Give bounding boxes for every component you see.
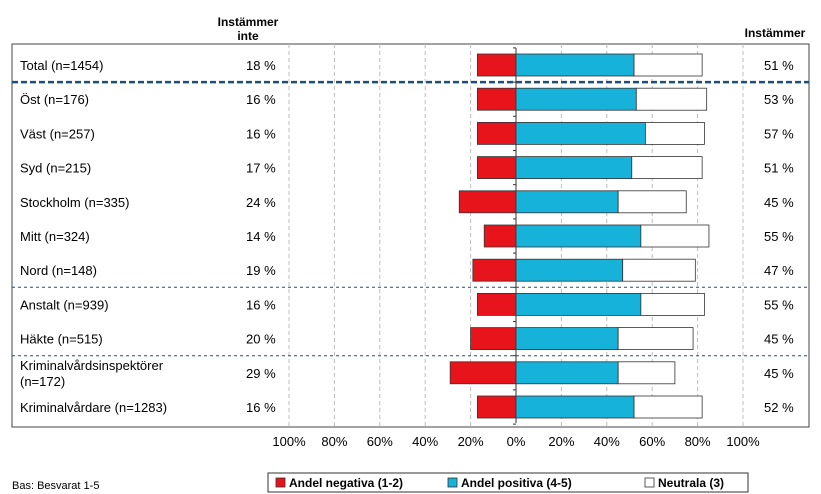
bar-neutral [631, 156, 703, 180]
bar-neutral [640, 292, 705, 316]
bar-negative [477, 87, 517, 111]
bar-neutral [617, 327, 694, 351]
category-label: Häkte (n=515) [20, 332, 103, 347]
bar-negative [477, 156, 517, 180]
bar-positive [515, 258, 624, 282]
agree-value: 45 % [764, 332, 794, 347]
x-tick-label: 80% [685, 434, 711, 449]
x-tick-label: 40% [594, 434, 620, 449]
disagree-value: 16 % [246, 126, 276, 141]
legend-label: Andel negativa (1-2) [289, 476, 403, 490]
x-tick-label: 20% [458, 434, 484, 449]
plot-frame [11, 43, 810, 428]
disagree-value: 19 % [246, 263, 276, 278]
header-left: inte [237, 29, 259, 43]
category-label: Total (n=1454) [20, 58, 103, 73]
x-tick-label: 60% [639, 434, 665, 449]
bar-positive [515, 292, 642, 316]
disagree-value: 16 % [246, 297, 276, 312]
agree-value: 45 % [764, 195, 794, 210]
category-label: (n=172) [20, 374, 65, 389]
category-label: Mitt (n=324) [20, 229, 90, 244]
category-label: Syd (n=215) [20, 161, 91, 176]
bar-positive [515, 327, 619, 351]
disagree-value: 14 % [246, 229, 276, 244]
bar-positive [515, 87, 637, 111]
agree-value: 57 % [764, 126, 794, 141]
x-tick-label: 80% [321, 434, 347, 449]
legend-label: Neutrala (3) [658, 476, 724, 490]
category-label: Kriminalvårdare (n=1283) [20, 400, 167, 415]
disagree-value: 16 % [246, 92, 276, 107]
bar-neutral [635, 87, 708, 111]
bar-neutral [633, 53, 703, 77]
bar-neutral [617, 190, 687, 214]
header-right: Instämmer [745, 26, 806, 40]
disagree-value: 16 % [246, 400, 276, 415]
bar-positive [515, 53, 635, 77]
agree-value: 52 % [764, 400, 794, 415]
bar-negative [477, 292, 517, 316]
bar-negative [477, 122, 517, 145]
bar-negative [470, 327, 517, 351]
x-tick-label: 60% [367, 434, 393, 449]
agree-value: 53 % [764, 92, 794, 107]
agree-value: 47 % [764, 263, 794, 278]
bar-neutral [644, 122, 705, 145]
agree-value: 51 % [764, 161, 794, 176]
category-label: Anstalt (n=939) [20, 297, 109, 312]
bar-negative [472, 258, 517, 282]
disagree-value: 18 % [246, 58, 276, 73]
disagree-value: 17 % [246, 161, 276, 176]
bar-positive [515, 395, 635, 419]
bar-positive [515, 361, 619, 385]
agree-value: 45 % [764, 366, 794, 381]
category-label: Kriminalvårdsinspektörer [20, 358, 164, 373]
agree-value: 51 % [764, 58, 794, 73]
disagree-value: 29 % [246, 366, 276, 381]
footnote: Bas: Besvarat 1-5 [12, 480, 99, 492]
bar-neutral [640, 224, 710, 248]
x-tick-label: 20% [548, 434, 574, 449]
agree-value: 55 % [764, 229, 794, 244]
disagree-value: 20 % [246, 332, 276, 347]
bar-negative [449, 361, 517, 385]
bar-positive [515, 156, 633, 180]
bar-neutral [617, 361, 676, 385]
bar-negative [483, 224, 517, 248]
bar-neutral [622, 258, 696, 282]
category-label: Öst (n=176) [20, 92, 89, 107]
legend-swatch [644, 477, 655, 488]
legend-label: Andel positiva (4-5) [461, 476, 572, 490]
header-left: Instämmer [218, 15, 279, 29]
bar-negative [477, 395, 517, 419]
x-tick-label: 100% [272, 434, 306, 449]
category-label: Stockholm (n=335) [20, 195, 129, 210]
bar-neutral [633, 395, 703, 419]
x-tick-label: 100% [726, 434, 760, 449]
bar-positive [515, 190, 619, 214]
legend-box [267, 472, 749, 493]
category-label: Nord (n=148) [20, 263, 97, 278]
agree-value: 55 % [764, 297, 794, 312]
bar-negative [458, 190, 517, 214]
x-tick-label: 40% [412, 434, 438, 449]
bar-positive [515, 224, 642, 248]
category-label: Väst (n=257) [20, 126, 95, 141]
legend-swatch [275, 477, 286, 488]
bar-negative [477, 53, 517, 77]
bar-positive [515, 122, 646, 145]
legend-swatch [447, 477, 458, 488]
x-tick-label: 0% [507, 434, 526, 449]
disagree-value: 24 % [246, 195, 276, 210]
